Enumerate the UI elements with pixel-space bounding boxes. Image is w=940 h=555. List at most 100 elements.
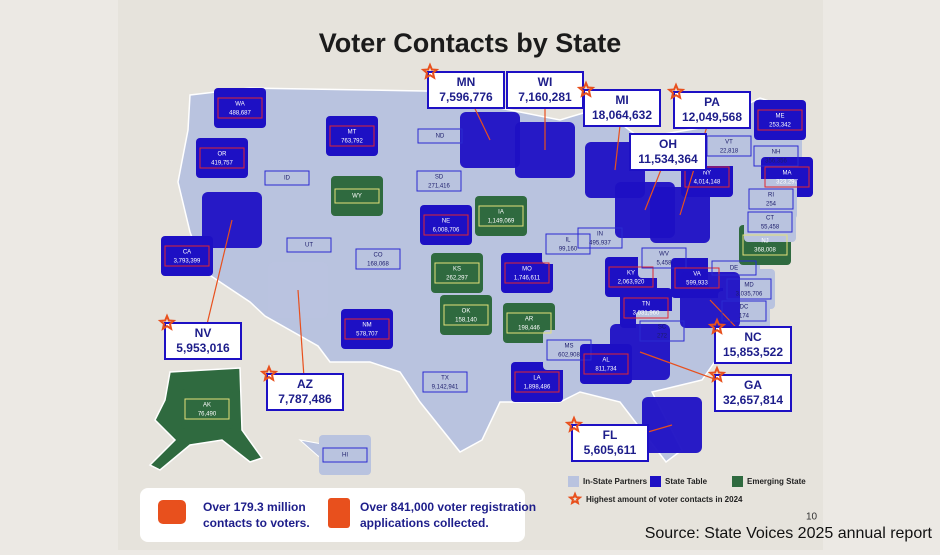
stat-line: applications collected. <box>360 516 489 530</box>
state-value: 262,297 <box>446 276 468 282</box>
state-label-box <box>264 170 310 186</box>
state-value: 811,734 <box>595 367 617 373</box>
state-value: 488,687 <box>229 111 251 117</box>
state-label-box <box>322 447 368 463</box>
state-value: 99,160 <box>559 247 578 253</box>
state-label-box <box>184 398 230 420</box>
callout-value: 5,953,016 <box>176 341 230 355</box>
state-value: 1,149,069 <box>488 219 515 225</box>
state-tile <box>419 362 471 402</box>
state-abbr: MA <box>783 171 792 177</box>
state-value: 272 <box>657 334 668 340</box>
state-abbr: DE <box>730 266 738 272</box>
state-tile <box>181 389 233 429</box>
state-abbr: DC <box>740 305 749 311</box>
state-label-box <box>546 339 592 361</box>
state-abbr: TN <box>642 302 650 308</box>
state-abbr: IA <box>498 210 504 216</box>
state-label-box <box>334 188 380 204</box>
star <box>576 80 596 98</box>
callout-box <box>571 424 649 462</box>
state-abbr: MT <box>348 130 357 136</box>
legend-star-label: Highest amount of voter contacts in 2024 <box>586 495 743 504</box>
state-value: 5,458 <box>656 261 672 267</box>
star <box>420 62 440 80</box>
leader-line <box>202 219 233 342</box>
state-value: 198,446 <box>518 326 540 332</box>
star <box>707 317 727 335</box>
state-abbr: LA <box>533 376 540 382</box>
state-label-box <box>608 266 654 288</box>
state-label-box <box>623 297 669 319</box>
callout-value: 32,657,814 <box>723 393 783 407</box>
legend-label: Emerging State <box>747 477 806 486</box>
state-abbr: TX <box>441 376 449 382</box>
legend-label: State Table <box>665 477 708 486</box>
callout-value: 7,160,281 <box>518 90 572 104</box>
callout-value: 12,049,568 <box>682 110 742 124</box>
state-value: 271,416 <box>428 184 450 190</box>
state-abbr: RI <box>768 193 774 199</box>
state-label-box <box>423 214 469 236</box>
state-label-box <box>721 300 767 322</box>
callout-state: FL <box>603 428 618 442</box>
state-value: 254 <box>766 202 777 208</box>
state-value: 323,297 <box>776 180 798 186</box>
state-tile <box>214 88 266 128</box>
state-labels: WA 488,687 OR 419,757 CA 3,793,399 ID MT 763,792… <box>157 62 810 463</box>
state-abbr: NH <box>772 150 781 156</box>
state-tile <box>431 253 483 293</box>
state-tile <box>331 176 383 216</box>
state-label-box <box>577 227 623 249</box>
callout-state: MN <box>457 75 476 89</box>
state-label-box <box>753 145 799 167</box>
chat-icon <box>158 500 186 524</box>
callout-value: 7,596,776 <box>439 90 493 104</box>
callout-state: GA <box>744 378 762 392</box>
state-abbr: IN <box>597 232 603 238</box>
star <box>707 365 727 383</box>
state-label-box <box>583 353 629 375</box>
stat-line: contacts to voters. <box>203 516 310 530</box>
state-abbr: KS <box>453 267 461 273</box>
state-abbr: NJ <box>761 239 768 245</box>
state-label-box <box>639 320 685 342</box>
state-label-box <box>726 278 772 300</box>
state-value: 1,746,611 <box>514 276 541 282</box>
state-label-box <box>199 147 245 169</box>
state-abbr: IL <box>565 238 571 244</box>
state-tile <box>475 196 527 236</box>
state-abbr: WA <box>235 102 244 108</box>
state-value: 763,792 <box>341 139 363 145</box>
state-abbr: ND <box>436 134 445 140</box>
state-tile <box>754 100 806 140</box>
state-label-box <box>417 128 463 144</box>
state-label-box <box>711 260 757 276</box>
state-abbr: SC <box>658 325 667 331</box>
state-tile <box>283 225 335 265</box>
callout-box <box>583 89 661 127</box>
legend-swatch <box>568 476 579 487</box>
state-tile <box>420 205 472 245</box>
state-abbr: OR <box>218 152 228 158</box>
state-value: 174 <box>739 314 750 320</box>
state-label-box <box>764 166 810 188</box>
callout-box <box>266 373 344 411</box>
state-value: 253,342 <box>769 123 791 129</box>
state-label-box <box>748 188 794 210</box>
state-abbr: OK <box>462 309 471 315</box>
state-tile <box>261 158 313 198</box>
state-label-box <box>545 233 591 255</box>
state-abbr: ME <box>776 114 785 120</box>
state-abbr: AR <box>525 317 534 323</box>
state-tile <box>413 161 465 201</box>
state-abbr: WV <box>659 252 669 258</box>
state-abbr: MO <box>522 267 532 273</box>
callout-value: 18,064,632 <box>592 108 652 122</box>
state-abbr: UT <box>305 243 313 249</box>
star <box>567 491 583 506</box>
state-abbr: AL <box>602 358 610 364</box>
state-label-box <box>504 262 550 284</box>
state-label-box <box>641 247 687 269</box>
